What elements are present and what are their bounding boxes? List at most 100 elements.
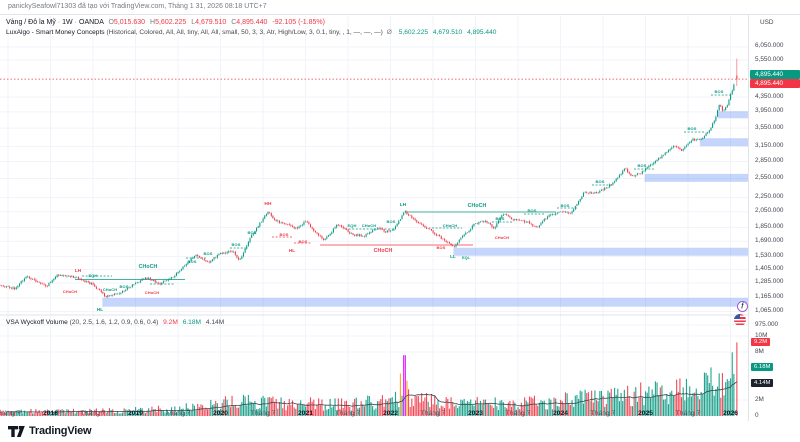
price-axis-label: 3,150.000 xyxy=(755,141,784,149)
smc-annotations-layer: LH EQH CHoCH CHoCH CHoCH BOS CHoCH HL BOS BOS BOS B… xyxy=(0,15,748,407)
symbol-legend-row[interactable]: Vàng / Đô la Mỹ · 1W · OANDA O5,015.630 H5,6… xyxy=(6,19,325,26)
time-axis-month-label: Tháng 7 xyxy=(675,410,701,417)
separators-layer xyxy=(0,314,748,316)
smc-label-choch: CHoCH xyxy=(102,287,118,292)
price-axis-label: 1,285.000 xyxy=(755,278,784,286)
volume-axis-label: 10M xyxy=(755,331,768,339)
symbol-exchange: OANDA xyxy=(79,19,104,26)
smc-label-lh: LH xyxy=(74,268,82,273)
volume-indicator-name[interactable]: VSA Wyckoff Volume xyxy=(6,319,68,326)
tradingview-logo-icon[interactable] xyxy=(8,425,25,437)
open-label: O xyxy=(108,19,114,26)
smc-label-bos: BOS xyxy=(119,284,129,289)
volume-indicator-params: (20, 2.5, 1.6, 1.2, 0.9, 0.6, 0.4) xyxy=(69,319,159,326)
indicator-value-close: 4,895.440 xyxy=(467,29,497,36)
time-axis-month-label: Tháng 7 xyxy=(80,410,106,417)
price-axis-label: 2,050.000 xyxy=(755,207,784,215)
smc-label-eqh: EQH xyxy=(347,223,357,228)
smc-label-bos: BOS xyxy=(187,259,197,264)
last-price-badge: 4,895.440 xyxy=(750,78,800,88)
smc-label-choch: CHoCH xyxy=(361,223,377,228)
chart-canvas[interactable] xyxy=(0,15,800,421)
smc-label-bos: BOS xyxy=(436,245,446,250)
indicator-legend-row[interactable]: LuxAlgo - Smart Money Concepts (Historic… xyxy=(6,29,497,37)
chart-frame[interactable]: Vàng / Đô la Mỹ · 1W · OANDA O5,015.630 H5,6… xyxy=(0,14,800,421)
grid-layer xyxy=(0,16,748,416)
time-axis-month-label: Tháng 7 xyxy=(590,410,616,417)
legend-separator: · xyxy=(57,19,61,26)
symbol-title[interactable]: Vàng / Đô la Mỹ xyxy=(6,19,56,26)
price-axis-label: 2,550.000 xyxy=(755,174,784,182)
price-axis-label: 6,050.000 xyxy=(755,42,784,50)
time-axis-month-label: Tháng 7 xyxy=(0,410,21,417)
smc-label-choch: CHoCH xyxy=(62,289,78,294)
price-axis-label: 3,550.000 xyxy=(755,123,784,131)
legend-separator: · xyxy=(74,19,77,26)
footer-brand[interactable]: TradingView xyxy=(8,424,92,438)
indicator-value-low: 4,679.510 xyxy=(432,29,463,36)
volume-value-1: 9.2M xyxy=(163,319,178,326)
change-value: -92.105 (-1.85%) xyxy=(272,19,325,26)
volume-ma-layer xyxy=(6,381,738,413)
tradingview-wordmark[interactable]: TradingView xyxy=(29,425,92,437)
open-value: 5,015.630 xyxy=(113,19,146,26)
time-axis-year-label: 2020 xyxy=(212,410,229,417)
smc-label-bos: BOS xyxy=(595,179,605,184)
close-value: 4,895.440 xyxy=(236,19,268,26)
smc-label-choch: CHoCH xyxy=(442,223,458,228)
volume-badge: 4.14M xyxy=(751,378,774,387)
smc-label-bos: BOS xyxy=(247,230,257,235)
candles-layer xyxy=(0,58,738,299)
time-axis-year-label: 2025 xyxy=(637,410,654,417)
smc-label-eqh: EQH xyxy=(88,272,98,278)
smc-label-hl: HL xyxy=(288,247,296,253)
price-axis[interactable]: USD 6,050.000 5,550.000 4,350.000 3,950.000… xyxy=(748,15,800,421)
time-axis-year-label: 2026 xyxy=(722,410,739,417)
volume-badge: 9.2M xyxy=(751,338,771,347)
smc-label-bos: BOS xyxy=(203,251,213,256)
price-axis-label: 1,530.000 xyxy=(755,251,784,259)
high-value: 5,602.225 xyxy=(155,19,187,26)
smc-label-choch: CHoCH xyxy=(373,247,393,254)
smc-label-bos: BOS xyxy=(298,239,308,244)
indicator-params: (Historical, Colored, All, All, tiny, Al… xyxy=(106,29,383,36)
time-axis[interactable]: Tháng 7 2018 Tháng 7 2019 Tháng 7 2020 Tháng 7… xyxy=(0,407,800,421)
luxalgo-indicator-icon: ƒ xyxy=(737,301,748,312)
smc-label-bos: BOS xyxy=(527,208,537,213)
volume-axis-label: 8M xyxy=(755,347,764,355)
indicator-price-badge: 4,895.440 xyxy=(750,69,800,79)
smc-label-lh: LH xyxy=(399,203,407,208)
smc-label-eql: EQL xyxy=(461,256,471,260)
low-value: 4,679.510 xyxy=(195,19,227,26)
indicator-avg-symbol: Ø xyxy=(386,29,392,36)
time-axis-month-label: Tháng 7 xyxy=(335,410,361,417)
indicator-name[interactable]: LuxAlgo - Smart Money Concepts xyxy=(6,29,105,36)
price-axis-label: 1,405.000 xyxy=(755,264,784,272)
time-axis-month-label: Tháng 7 xyxy=(250,410,276,417)
close-label: C xyxy=(231,19,237,26)
low-label: L xyxy=(191,19,196,26)
smc-label-bos: BOS xyxy=(637,163,647,168)
price-axis-label: 975.000 xyxy=(755,320,779,328)
smc-label-choch: CHoCH xyxy=(144,290,160,295)
smc-label-hl: HL xyxy=(96,307,104,312)
time-axis-month-label: Tháng 7 xyxy=(165,410,191,417)
volume-indicator-legend-row[interactable]: VSA Wyckoff Volume (20, 2.5, 1.6, 1.2, 0… xyxy=(6,319,224,327)
price-axis-label: 1,850.000 xyxy=(755,222,784,230)
price-axis-label: 1,165.000 xyxy=(755,293,784,301)
smc-lines-layer xyxy=(75,94,731,285)
smc-label-choch: CHoCH xyxy=(467,203,487,209)
high-label: H xyxy=(150,19,156,26)
smc-label-bos: BOS xyxy=(560,203,570,208)
time-axis-year-label: 2023 xyxy=(467,410,484,417)
smc-label-ll: LL xyxy=(450,254,456,259)
time-axis-year-label: 2022 xyxy=(382,410,399,417)
smc-label-choch: CHoCH xyxy=(138,264,158,270)
smc-label-bos: BOS xyxy=(231,242,241,247)
axis-currency-label: USD xyxy=(760,19,774,26)
time-axis-month-label: Tháng 7 xyxy=(505,410,531,417)
symbol-timeframe[interactable]: 1W xyxy=(62,19,73,26)
price-axis-label: 3,950.000 xyxy=(755,107,784,115)
time-axis-year-label: 2019 xyxy=(127,410,144,417)
